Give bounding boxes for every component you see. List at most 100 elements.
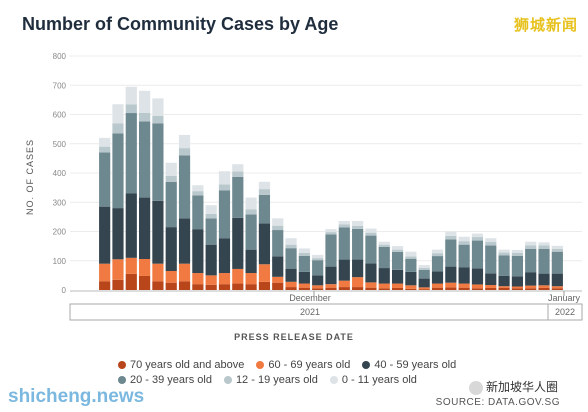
bar-segment — [272, 256, 284, 277]
bar-segment — [352, 287, 364, 290]
bar-segment — [445, 239, 457, 267]
bar-segment — [139, 197, 151, 259]
bar-segment — [391, 283, 404, 288]
legend-swatch — [118, 361, 126, 370]
bar-segment — [325, 284, 337, 288]
bar-segment — [258, 181, 271, 190]
watermark-bottom-left: shicheng.news — [8, 386, 145, 407]
bar-segment — [232, 268, 244, 284]
bar-segment — [431, 253, 444, 257]
legend-label: 12 - 19 years old — [235, 374, 318, 386]
bar-segment — [312, 260, 324, 276]
bar-segment — [218, 273, 231, 285]
bar-segment — [205, 218, 217, 245]
bar-segment — [125, 273, 137, 290]
bar-segment — [418, 278, 430, 288]
bar-segment — [152, 123, 164, 201]
bar-segment — [312, 254, 324, 259]
bar-segment — [365, 263, 377, 283]
bar-segment — [152, 115, 164, 124]
year-bracket-2022 — [547, 303, 583, 321]
bar-segment — [192, 185, 204, 192]
bar-segment — [471, 237, 484, 241]
bar-segment — [551, 248, 563, 252]
bar-segment — [458, 283, 470, 288]
bar-segment — [218, 284, 231, 290]
legend-item: 12 - 19 years old — [223, 373, 318, 388]
bar-segment — [352, 259, 364, 278]
bar-segment — [378, 268, 390, 284]
y-tick-label: 300 — [53, 198, 67, 207]
bar-segment — [471, 284, 484, 289]
bar-segment — [112, 259, 124, 280]
bar-segment — [365, 232, 377, 236]
bar-segment — [272, 218, 284, 226]
bar-segment — [205, 205, 217, 214]
bar-segment — [192, 273, 204, 285]
bar-segment — [352, 225, 364, 229]
bar-segment — [538, 245, 550, 249]
bar-segment — [165, 181, 177, 228]
legend-label: 20 - 39 years old — [130, 374, 212, 386]
bar-segment — [471, 268, 484, 285]
bar-segment — [431, 287, 444, 290]
bar-segment — [192, 229, 204, 274]
bar-segment — [245, 214, 257, 250]
bar-segment — [418, 289, 430, 290]
bar-segment — [538, 285, 550, 288]
legend: 70 years old and above 60 - 69 years old 4… — [118, 358, 498, 388]
bar-segment — [525, 241, 537, 246]
y-tick-label: 500 — [53, 140, 67, 149]
bar-segment — [431, 249, 444, 254]
bar-segment — [511, 276, 523, 287]
bar-segment — [365, 228, 377, 233]
bar-segment — [152, 281, 164, 290]
y-tick-label: 800 — [53, 52, 67, 61]
bar-segment — [258, 264, 271, 282]
bar-segment — [338, 224, 350, 228]
bar-segment — [405, 271, 417, 286]
bar-segment — [258, 189, 271, 195]
bar-segment — [485, 287, 497, 290]
bar-segment — [245, 284, 257, 290]
bar-segment — [165, 162, 177, 176]
bar-segment — [298, 283, 310, 288]
bar-segment — [471, 240, 484, 269]
bar-segment — [525, 285, 537, 289]
bar-segment — [285, 248, 297, 269]
bar-segment — [112, 104, 124, 124]
bar-segment — [485, 285, 497, 288]
bar-segment — [139, 121, 151, 198]
bar-segment — [99, 146, 111, 153]
bar-segment — [232, 164, 244, 172]
bar-segment — [258, 281, 271, 290]
legend-label: 60 - 69 years old — [268, 359, 351, 371]
bar-segment — [192, 195, 204, 230]
bar-segment — [445, 282, 457, 288]
bar-segment — [551, 288, 563, 290]
bar-segment — [258, 194, 271, 224]
bar-segment — [485, 273, 497, 286]
bar-segment — [485, 242, 497, 246]
bar-segment — [511, 286, 523, 289]
legend-swatch — [329, 376, 338, 385]
x-axis: December January 2021 2022 — [69, 290, 583, 321]
bar-segment — [165, 175, 177, 182]
bar-segment — [365, 282, 377, 288]
bar-segment — [391, 269, 404, 284]
bar-segment — [178, 155, 191, 219]
bar-segment — [165, 282, 177, 290]
bar-segment — [458, 287, 470, 290]
bar-segment — [139, 90, 151, 113]
bar-segment — [218, 171, 231, 185]
bar-segment — [431, 271, 444, 284]
watermark-bottom-right-text: 新加坡华人圈 — [485, 380, 558, 394]
bar-segment — [405, 258, 417, 272]
legend-swatch — [362, 361, 371, 370]
bar-segment — [178, 134, 191, 149]
bar-segment — [125, 86, 137, 105]
bar-segment — [365, 287, 377, 290]
bar-segment — [445, 231, 457, 236]
bar-segment — [498, 252, 510, 256]
bar-segment — [498, 286, 510, 288]
